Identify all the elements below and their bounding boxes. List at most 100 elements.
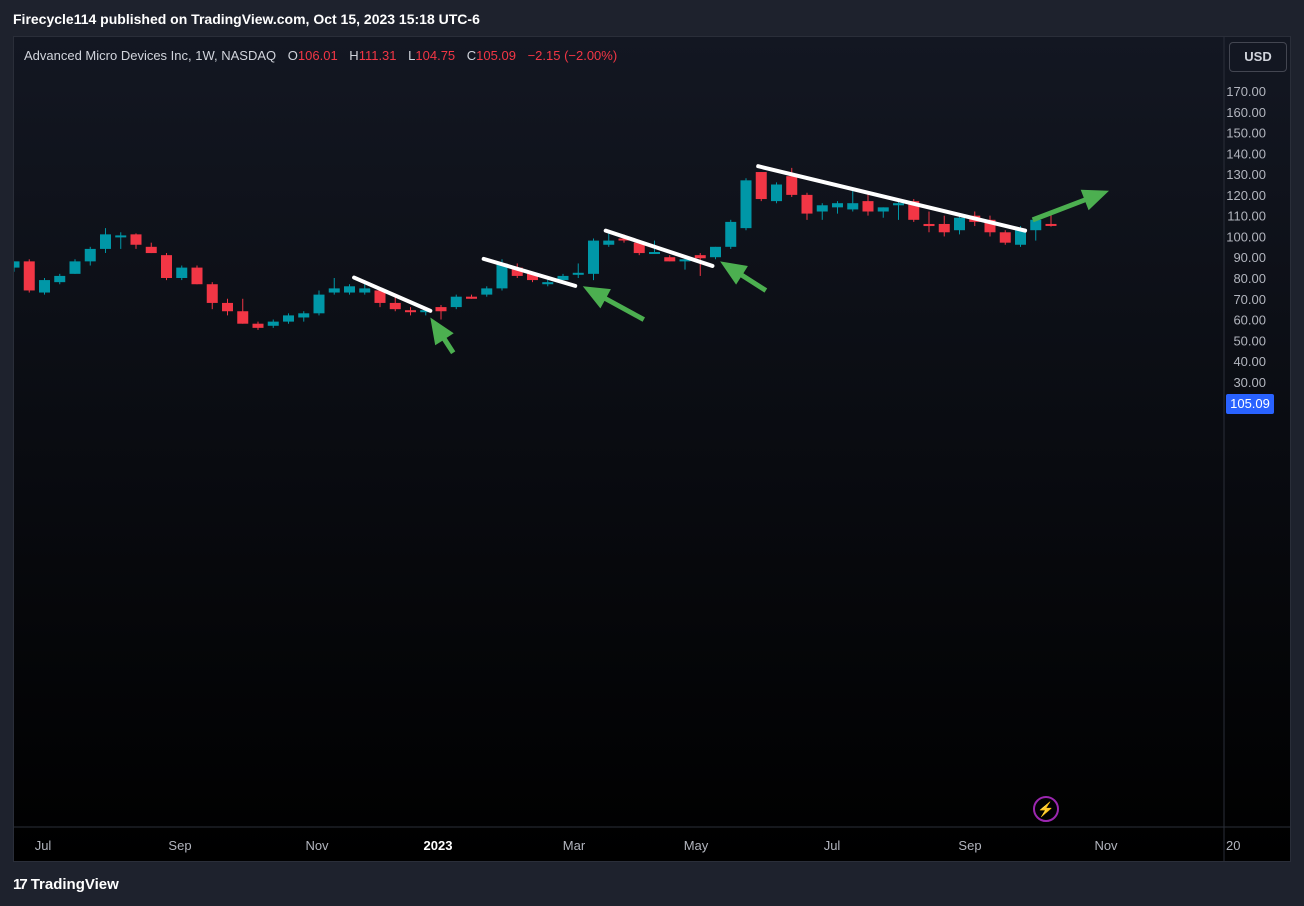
- time-tick-label: May: [684, 838, 709, 853]
- candle-body: [145, 246, 157, 254]
- candle-body: [572, 272, 584, 275]
- annotation-arrow[interactable]: [430, 317, 456, 355]
- footer: 17 TradingView: [0, 862, 1304, 906]
- annotation-arrows[interactable]: [430, 189, 1109, 355]
- trendline[interactable]: [603, 228, 715, 268]
- candle-body: [359, 288, 371, 293]
- candle-body: [603, 240, 615, 245]
- price-tick-label: 70.00: [1233, 292, 1266, 307]
- candle-body: [69, 261, 81, 274]
- candle-body: [694, 255, 706, 259]
- candle-body: [725, 221, 737, 247]
- tradingview-logo[interactable]: 17 TradingView: [13, 876, 119, 893]
- candle-body: [542, 282, 554, 285]
- candle-body: [161, 255, 172, 278]
- last-price-label: 105.09: [1226, 394, 1274, 414]
- annotation-arrow[interactable]: [582, 286, 645, 322]
- trendline[interactable]: [352, 275, 433, 313]
- candle-body: [298, 313, 310, 318]
- time-tick-label: Jul: [35, 838, 52, 853]
- time-tick-label: Jul: [824, 838, 841, 853]
- candle-body: [405, 310, 416, 313]
- candle-body: [389, 302, 401, 310]
- time-tick-label: 20: [1226, 838, 1240, 853]
- time-tick-label: Mar: [563, 838, 586, 853]
- trendline[interactable]: [756, 164, 1028, 233]
- candle-body: [481, 288, 493, 295]
- candle-body: [786, 176, 798, 195]
- price-axis[interactable]: 170.00 160.00 150.00 140.00 130.00 120.00 110.…: [1226, 84, 1266, 411]
- candle-body: [450, 296, 462, 308]
- tradingview-brand: TradingView: [30, 876, 119, 893]
- price-tick-label: 40.00: [1233, 354, 1266, 369]
- price-tick-label: 140.00: [1226, 146, 1266, 161]
- candle-body: [923, 223, 935, 227]
- low-label: L: [408, 48, 416, 63]
- candle-body: [54, 275, 66, 283]
- price-tick-label: 120.00: [1226, 188, 1266, 203]
- time-tick-label: Nov: [305, 838, 329, 853]
- candle-body: [328, 288, 340, 293]
- price-tick-label: 30.00: [1233, 375, 1266, 390]
- candle-body: [679, 259, 691, 262]
- close-value: 105.09: [476, 48, 516, 63]
- price-tick-label: 170.00: [1226, 84, 1266, 99]
- candle-body: [527, 273, 538, 281]
- candle-body: [938, 223, 950, 233]
- candle-body: [206, 284, 218, 303]
- price-tick-label: 110.00: [1227, 209, 1266, 224]
- symbol-legend: Advanced Micro Devices Inc, 1W, NASDAQ O…: [24, 48, 617, 63]
- price-tick-label: 80.00: [1233, 271, 1266, 286]
- candle-body: [191, 267, 203, 285]
- symbol-name: Advanced Micro Devices Inc, 1W, NASDAQ: [24, 48, 277, 63]
- lightning-icon[interactable]: ⚡: [1033, 796, 1059, 822]
- time-tick-label: Sep: [168, 838, 191, 853]
- candle-body: [755, 172, 767, 200]
- candle-body: [130, 234, 142, 245]
- candle-body: [633, 242, 645, 254]
- candle-body: [283, 315, 294, 322]
- candle-body: [84, 248, 96, 262]
- candle-body: [23, 261, 35, 291]
- candle-body: [908, 201, 920, 220]
- candle-body: [435, 307, 447, 312]
- chart-frame[interactable]: 170.00 160.00 150.00 140.00 130.00 120.00 110.…: [13, 36, 1291, 862]
- price-tick-label: 50.00: [1233, 333, 1266, 348]
- candle-body: [313, 294, 325, 314]
- candle-body: [862, 201, 874, 212]
- price-tick-label: 150.00: [1226, 126, 1266, 141]
- candle-body: [511, 267, 523, 276]
- candle-body: [771, 184, 782, 202]
- candle-body: [954, 217, 965, 231]
- candle-body: [100, 234, 111, 249]
- trendlines[interactable]: [352, 164, 1028, 313]
- high-label: H: [349, 48, 359, 63]
- candle-body: [710, 246, 721, 258]
- candle-body: [420, 310, 432, 313]
- candle-body: [999, 232, 1011, 243]
- currency-button[interactable]: USD: [1229, 42, 1287, 72]
- trendline[interactable]: [481, 256, 578, 288]
- price-tick-label: 60.00: [1233, 313, 1266, 328]
- candle-body: [267, 321, 279, 326]
- candle-body: [39, 280, 50, 293]
- candle-body: [1015, 230, 1026, 245]
- open-value: 106.01: [297, 48, 338, 63]
- open-label: O: [287, 48, 298, 63]
- annotation-arrow[interactable]: [1031, 189, 1109, 223]
- annotation-arrow[interactable]: [720, 261, 768, 293]
- candle-body: [222, 302, 233, 312]
- candle-body: [801, 194, 813, 214]
- publisher-text: Firecycle114 published on TradingView.co…: [13, 11, 480, 27]
- time-tick-label: Nov: [1094, 838, 1118, 853]
- time-tick-label: Sep: [958, 838, 981, 853]
- time-axis[interactable]: Jul Sep Nov 2023 Mar May Jul Sep Nov 20: [35, 838, 1241, 853]
- candle-body: [816, 205, 828, 212]
- candle-body: [847, 203, 859, 210]
- time-tick-label: 2023: [424, 838, 453, 853]
- candle-body: [984, 219, 996, 233]
- candle-body: [618, 238, 630, 241]
- plot-background: [14, 37, 1290, 861]
- close-label: C: [466, 48, 477, 63]
- candlestick-chart[interactable]: 170.00 160.00 150.00 140.00 130.00 120.00 110.…: [14, 37, 1290, 861]
